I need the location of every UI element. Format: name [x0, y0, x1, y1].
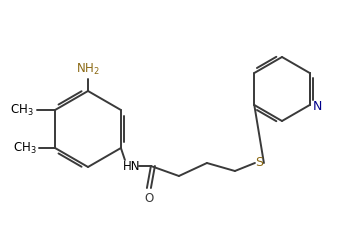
Text: O: O [144, 192, 154, 205]
Text: S: S [255, 156, 263, 169]
Text: N: N [313, 100, 322, 113]
Text: NH$_2$: NH$_2$ [76, 62, 100, 77]
Text: HN: HN [123, 160, 140, 173]
Text: CH$_3$: CH$_3$ [13, 141, 37, 155]
Text: CH$_3$: CH$_3$ [10, 102, 34, 118]
